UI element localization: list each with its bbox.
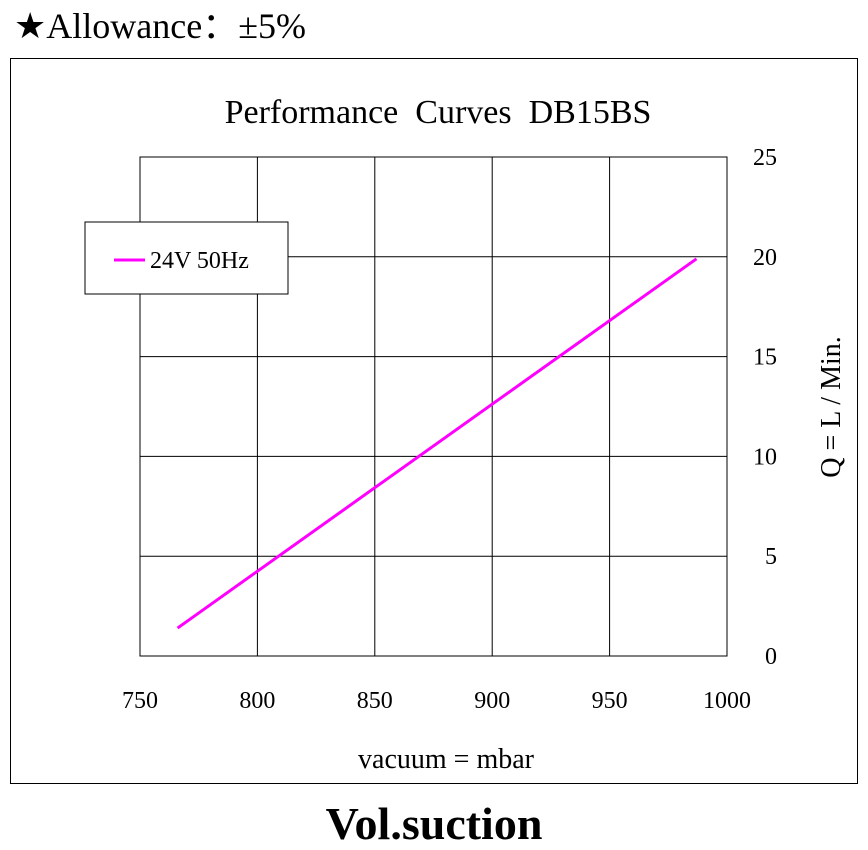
- chart-frame: [10, 58, 858, 784]
- legend-label: 24V 50Hz: [150, 248, 249, 274]
- x-axis-label: vacuum = mbar: [358, 744, 535, 775]
- footer-title: Vol.suction: [325, 798, 543, 849]
- y-axis-label: Q = L / Min.: [816, 336, 847, 478]
- y-tick-label: 5: [765, 544, 777, 570]
- x-tick-label: 900: [474, 688, 510, 714]
- x-tick-label: 800: [239, 688, 275, 714]
- y-tick-label: 10: [753, 444, 777, 470]
- series-line: [176, 257, 698, 630]
- chart-title: Performance Curves DB15BS: [225, 94, 652, 131]
- x-tick-label: 750: [122, 688, 158, 714]
- y-tick-label: 15: [753, 345, 777, 371]
- x-tick-label: 950: [592, 688, 628, 714]
- x-tick-label: 1000: [703, 688, 751, 714]
- x-tick-label: 850: [357, 688, 393, 714]
- allowance-note: ★Allowance：±5%: [14, 6, 306, 46]
- y-tick-label: 0: [765, 644, 777, 670]
- y-tick-label: 20: [753, 245, 777, 271]
- y-tick-label: 25: [753, 145, 777, 171]
- legend-box: [84, 221, 289, 295]
